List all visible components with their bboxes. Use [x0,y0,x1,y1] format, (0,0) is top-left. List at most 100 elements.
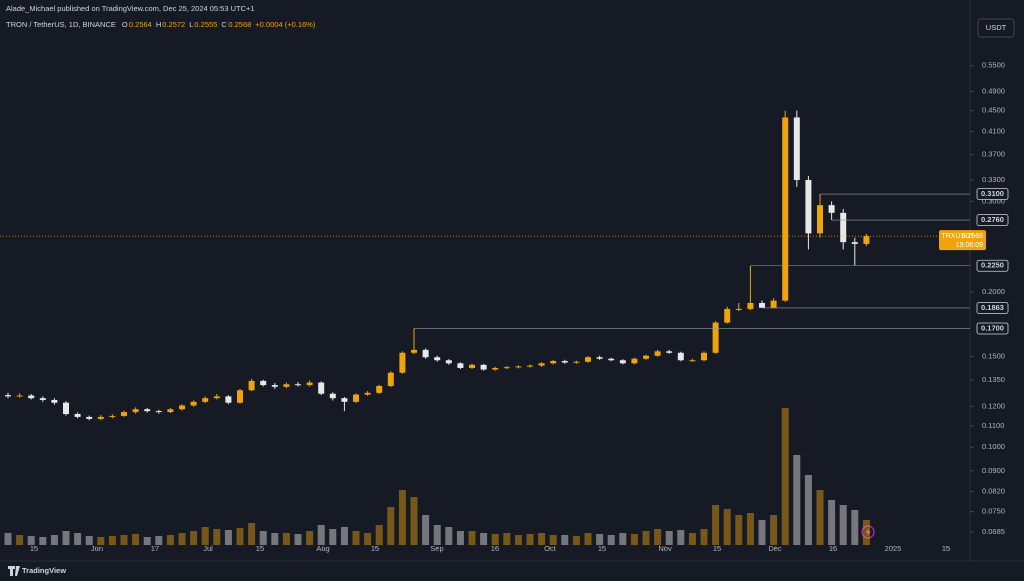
level-box [976,188,1009,200]
y-tick-label: 0.0685 [982,527,1005,536]
candle-body [109,415,116,417]
candle-body [457,363,464,368]
volume-bar [456,531,464,545]
volume-bar [758,520,766,545]
volume-bar [596,534,604,545]
candle-body [329,393,336,399]
candle-body [28,395,35,399]
legend-key: O [122,20,128,29]
legend-value: 0.2555 [194,20,217,29]
volume-bar [329,529,337,545]
candle-body [341,398,348,402]
volume-bar [16,535,24,545]
volume-bar [422,515,430,545]
candle-body [735,308,742,310]
volume-bar [538,533,546,545]
candle-body [469,364,476,368]
x-tick-label: 2025 [885,544,902,553]
candle-body [39,398,46,400]
volume-bar [166,535,174,545]
volume-bar [851,510,859,545]
volume-bar [132,534,140,545]
logo: TradingView [22,566,66,575]
candle-body [503,367,510,369]
volume-bar [816,490,824,545]
volume-bar [178,533,186,545]
legend-value: 0.2564 [129,20,152,29]
candle-body [364,392,371,395]
volume-bar [387,507,395,545]
x-tick-label: Aug [316,544,329,553]
x-tick-label: 15 [713,544,721,553]
candle-body [712,322,719,353]
volume-bar [700,529,708,545]
candle-body [840,212,847,243]
y-tick-label: 0.1000 [982,442,1005,451]
volume-bar [213,529,221,545]
candle-body [747,302,754,309]
alert-icon[interactable] [861,525,875,539]
candle-body [596,357,603,359]
candle-body [805,180,812,234]
x-tick-label: 16 [491,544,499,553]
candle-body [573,361,580,363]
candle-body [63,402,70,415]
volume-bar [143,537,151,545]
volume-bar [74,533,82,545]
volume-bar [282,533,290,545]
volume-bar [190,531,198,545]
candle-body [387,372,394,386]
volume-bar [433,525,441,545]
candle-body [5,395,12,397]
candle-body [538,363,545,366]
level-label: 0.1863 [981,303,1004,312]
y-tick-label: 0.5500 [982,61,1005,70]
volume-bar [294,534,302,545]
volume-bar [317,525,325,545]
y-tick-label: 0.1500 [982,351,1005,360]
candle-body [851,242,858,244]
candle-body [376,385,383,393]
candle-body [190,401,197,406]
x-tick-label: Dec [768,544,782,553]
x-tick-label: Oct [544,544,557,553]
candle-body [631,358,638,364]
volume-bar [4,533,12,545]
level-box [976,214,1009,226]
currency-box [977,18,1015,38]
candle-body [434,357,441,361]
y-tick-label: 0.4100 [982,126,1005,135]
volume-bar [723,509,731,545]
volume-bar [271,533,279,545]
logo-icon [8,566,20,576]
last-price-countdown: 19:06:09 [956,242,983,249]
y-tick-label: 0.3000 [982,196,1005,205]
y-tick-label: 0.0750 [982,507,1005,516]
volume-bar [97,537,105,545]
candle-body [492,367,499,370]
volume-bar [630,534,638,545]
legend-key: L [189,20,193,29]
candle-body [121,412,128,416]
volume-bar [561,535,569,545]
candle-body [619,360,626,364]
x-tick-label: 15 [30,544,38,553]
volume-bar [224,530,232,545]
volume-bar [781,408,789,545]
candle-body [97,416,104,419]
y-tick-label: 0.4500 [982,106,1005,115]
x-tick-label: 15 [256,544,264,553]
y-tick-label: 0.3300 [982,175,1005,184]
candle-body [817,205,824,234]
candle-body [225,396,232,403]
legend-key: H [156,20,161,29]
volume-bar [828,500,836,545]
volume-bar [364,533,372,545]
level-label: 0.2760 [981,215,1004,224]
volume-bar [39,537,47,545]
last-price-label: 0.2568 [962,233,984,240]
candle-body [422,349,429,358]
